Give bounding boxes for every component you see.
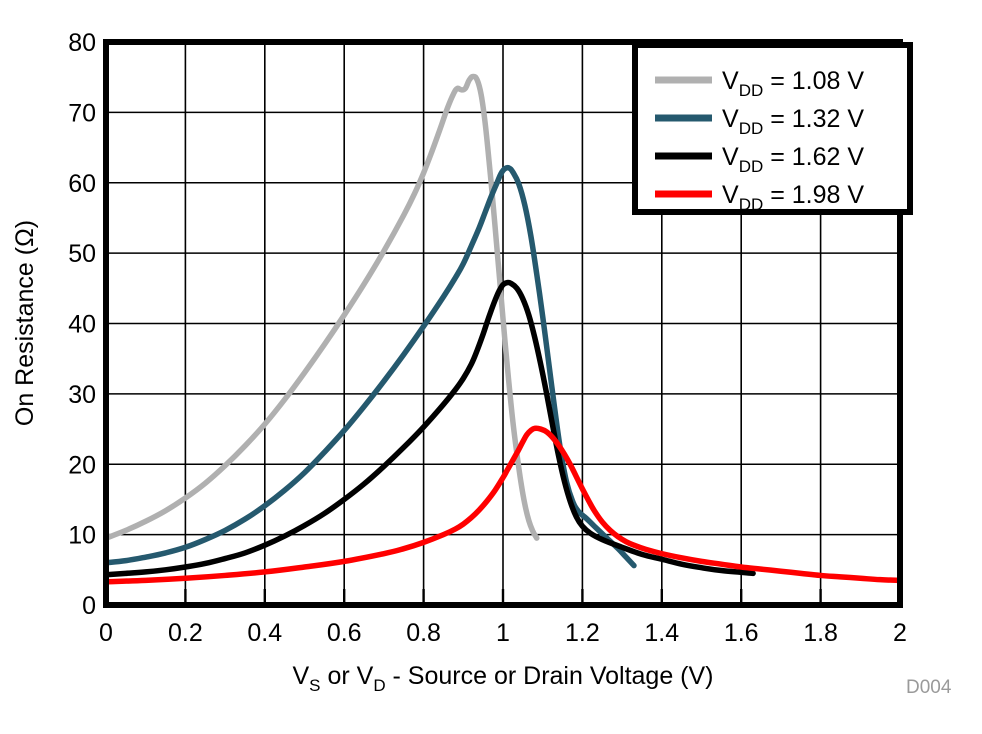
y-tick-label: 30 [68, 381, 96, 409]
x-tick-label: 0 [99, 619, 113, 647]
y-tick-label: 10 [68, 522, 96, 550]
plot-frame [103, 39, 903, 608]
legend: VDD = 1.08 V VDD = 1.32 V VDD = 1.62 V VDD … [632, 42, 913, 215]
x-tick-label: 0.6 [327, 619, 362, 647]
y-tick-label: 70 [68, 99, 96, 127]
data-curves [103, 73, 903, 585]
x-tick-label: 1.4 [644, 619, 679, 647]
legend-items: VDD = 1.08 V VDD = 1.32 V VDD = 1.62 V VDD … [655, 67, 864, 214]
y-tick-label: 80 [68, 29, 96, 57]
series-line-3 [103, 425, 903, 585]
x-tick-label: 0.2 [168, 619, 203, 647]
x-axis-title-v2: V [357, 662, 374, 690]
x-axis-title-sub-s: S [309, 676, 320, 695]
legend-label-2[interactable]: VDD = 1.62 V [722, 143, 864, 176]
x-tick-label: 1.2 [565, 619, 600, 647]
x-axis-title-mid: or [321, 662, 357, 690]
x-axis-tick-marks [104, 589, 902, 602]
x-axis-title-sub-d: D [373, 676, 385, 695]
legend-label-0[interactable]: VDD = 1.08 V [722, 67, 864, 100]
x-axis-tick-labels: 0 0.2 0.4 0.6 0.8 1 1.2 1.4 1.6 1.8 2 [99, 619, 907, 647]
y-tick-label: 20 [68, 451, 96, 479]
legend-box [632, 42, 913, 215]
y-tick-label: 50 [68, 240, 96, 268]
x-tick-label: 0.8 [406, 619, 441, 647]
x-axis-title: VS or VD - Source or Drain Voltage (V) [292, 662, 713, 695]
legend-label-1[interactable]: VDD = 1.32 V [722, 105, 864, 138]
x-tick-label: 1 [496, 619, 510, 647]
series-line-0 [103, 73, 540, 541]
y-tick-label: 40 [68, 311, 96, 339]
x-tick-label: 2 [893, 619, 907, 647]
y-axis-tick-labels: 0 10 20 30 40 50 60 70 80 [68, 29, 96, 620]
figure-id-tag: D004 [906, 677, 952, 698]
legend-label-3[interactable]: VDD = 1.98 V [722, 181, 864, 214]
x-tick-label: 0.4 [247, 619, 282, 647]
y-tick-label: 60 [68, 170, 96, 198]
y-tick-label: 0 [82, 592, 96, 620]
x-axis-title-v1: V [292, 662, 309, 690]
series-line-2 [103, 279, 756, 578]
x-tick-label: 1.6 [724, 619, 759, 647]
x-tick-label: 1.8 [803, 619, 838, 647]
y-axis-title: On Resistance (Ω) [11, 220, 39, 426]
x-axis-title-rest: - Source or Drain Voltage (V) [386, 662, 714, 690]
